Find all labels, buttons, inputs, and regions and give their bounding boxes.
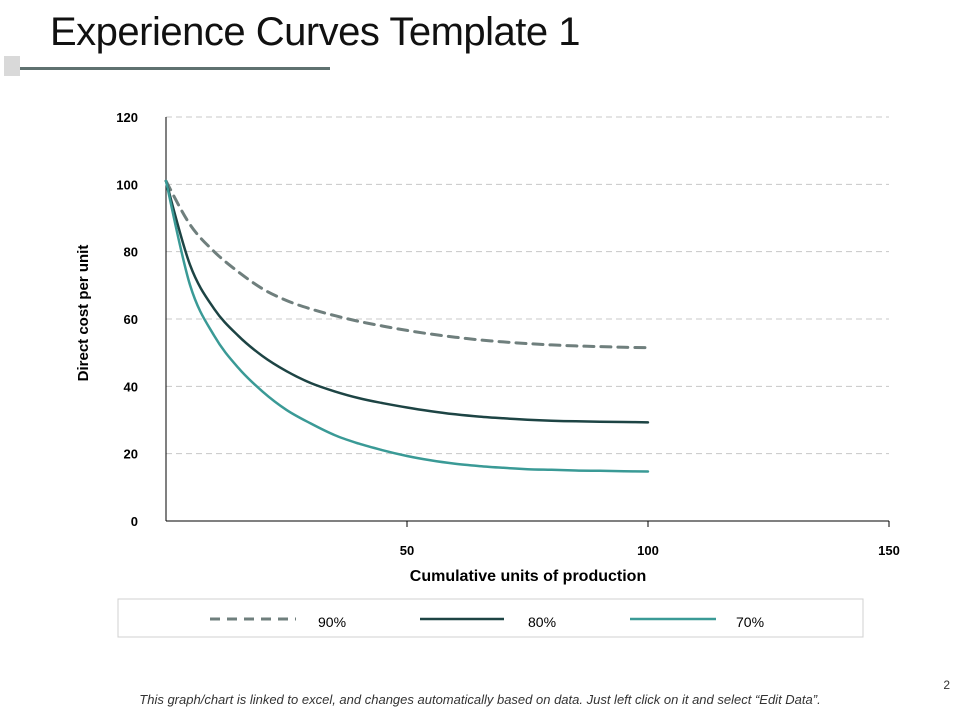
x-tick-label: 50 — [400, 543, 414, 558]
y-axis-label: Direct cost per unit — [75, 245, 92, 382]
y-axis-ticks: 0 20 40 60 80 100 120 — [116, 110, 138, 529]
y-tick-label: 60 — [124, 312, 138, 327]
y-tick-label: 40 — [124, 379, 138, 394]
legend-label: 70% — [736, 614, 764, 630]
x-axis-label: Cumulative units of production — [410, 568, 646, 585]
series-line-80pct — [164, 179, 650, 424]
y-tick-label: 100 — [116, 177, 138, 192]
experience-curve-chart: 0 20 40 60 80 100 120 50 100 150 Direct cost per… — [75, 110, 900, 638]
title-underline — [20, 67, 330, 70]
legend-label: 80% — [528, 614, 556, 630]
y-tick-label: 80 — [124, 245, 138, 260]
footnote: This graph/chart is linked to excel, and… — [139, 692, 821, 707]
chart-legend: 90% 80% 70% — [210, 614, 764, 630]
y-tick-label: 0 — [131, 514, 138, 529]
slide-title: Experience Curves Template 1 — [50, 10, 580, 54]
x-axis-ticks: 50 100 150 — [400, 521, 900, 558]
chart-series — [164, 179, 650, 473]
chart-gridlines — [166, 116, 889, 455]
y-tick-label: 20 — [124, 447, 138, 462]
title-accent-box — [4, 56, 20, 76]
x-tick-label: 100 — [637, 543, 659, 558]
series-line-90pct — [164, 179, 650, 350]
legend-label: 90% — [318, 614, 346, 630]
series-line-70pct — [164, 179, 650, 473]
y-tick-label: 120 — [116, 110, 138, 125]
page-number: 2 — [943, 678, 950, 692]
x-tick-label: 150 — [878, 543, 900, 558]
